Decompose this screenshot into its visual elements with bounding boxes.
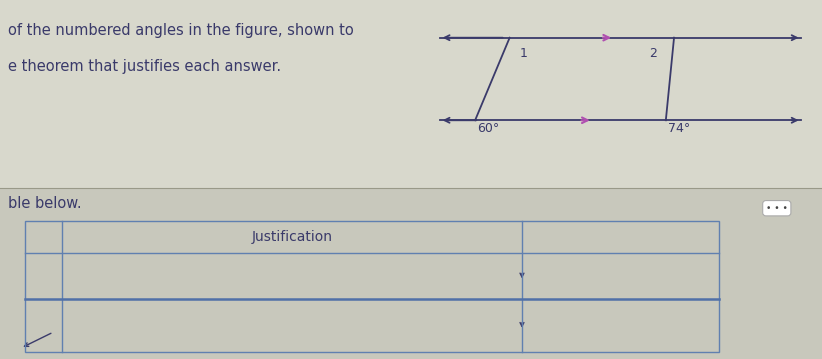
Text: e theorem that justifies each answer.: e theorem that justifies each answer. [8, 59, 281, 74]
Text: ble below.: ble below. [8, 196, 82, 211]
Text: Justification: Justification [252, 230, 332, 244]
Text: 2: 2 [649, 47, 658, 60]
Text: • • •: • • • [766, 204, 787, 213]
Text: 60°: 60° [478, 122, 500, 135]
Text: 74°: 74° [668, 122, 690, 135]
Bar [0, 0, 822, 188]
Text: 1: 1 [520, 47, 528, 60]
Bar [0, 188, 822, 359]
Bar [25, 221, 719, 352]
Text: of the numbered angles in the figure, shown to: of the numbered angles in the figure, sh… [8, 23, 354, 38]
